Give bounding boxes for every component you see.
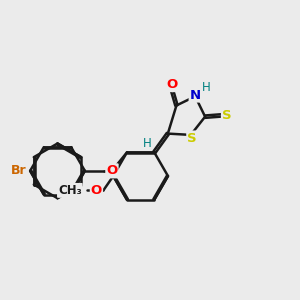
Text: O: O xyxy=(166,78,177,91)
Text: CH₃: CH₃ xyxy=(58,184,82,197)
Text: H: H xyxy=(142,137,152,150)
Text: H: H xyxy=(202,81,211,94)
Text: O: O xyxy=(91,184,102,197)
Text: N: N xyxy=(190,88,201,101)
Text: S: S xyxy=(187,131,197,145)
Text: Br: Br xyxy=(11,164,26,177)
Text: O: O xyxy=(106,164,118,177)
Text: S: S xyxy=(222,109,232,122)
